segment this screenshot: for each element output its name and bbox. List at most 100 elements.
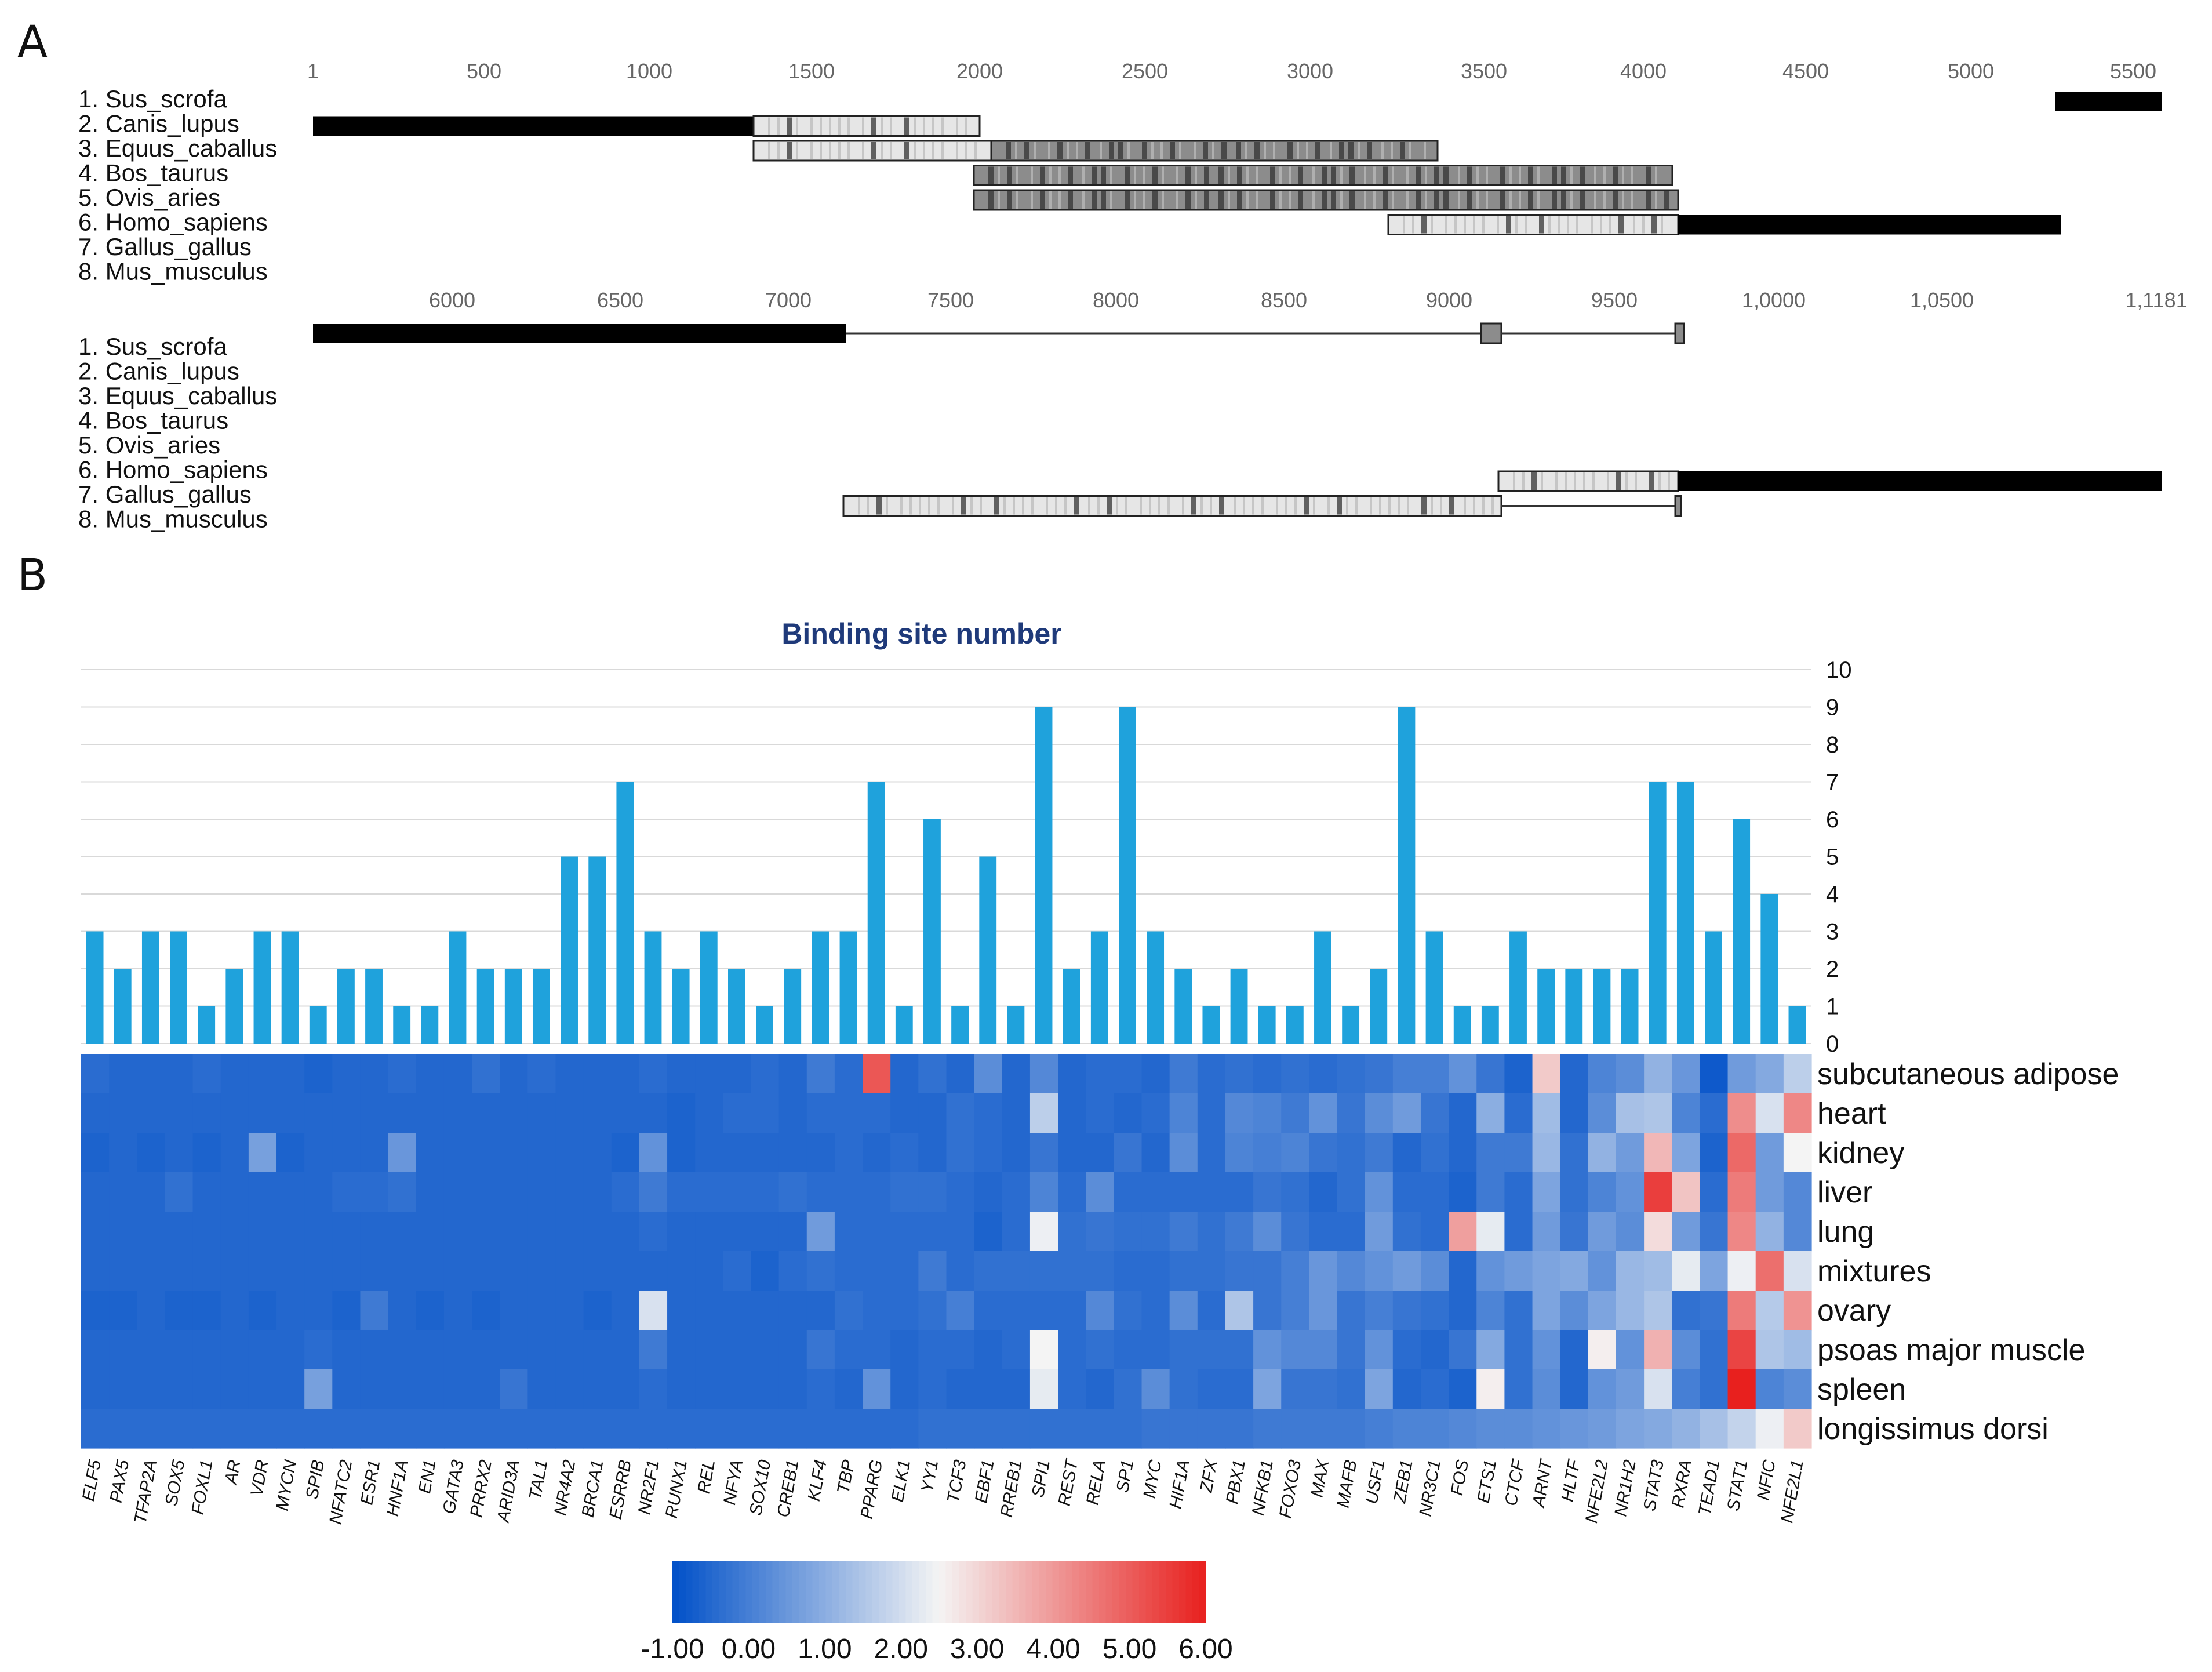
heatmap-cell [1253,1172,1282,1212]
alignment-stripe [1406,191,1409,209]
heatmap-cell [109,1409,137,1449]
alignment-stripe [862,117,864,135]
alignment-stripe [829,117,831,135]
heatmap-cell [1672,1054,1701,1094]
heatmap-cell [1616,1212,1645,1252]
gene-label: PBX1 [1223,1458,1249,1505]
gene-label: EN1 [415,1458,440,1495]
colorbar-tick-label: 3.00 [950,1634,1004,1664]
heatmap-cell [527,1409,556,1449]
bar-ESR1 [365,969,383,1044]
gene-label: RXRA [1668,1458,1696,1509]
heatmap-cell [1253,1409,1282,1449]
heatmap-cell [1309,1291,1338,1331]
heatmap-cell [276,1054,305,1094]
alignment-stripe [1633,216,1635,234]
alignment-stripe [1331,166,1336,184]
heatmap-cell [248,1172,277,1212]
heatmap-cell [723,1133,752,1173]
ruler-tick-label: 5000 [1948,59,1994,83]
heatmap-cell [555,1172,584,1212]
heatmap-cell [1476,1409,1505,1449]
alignment-stripe [928,497,930,515]
alignment-panel: 1 500 1000 1500 2000 2500 3000 3500 4000 4500 5000… [78,59,2188,533]
heatmap-cell [192,1251,221,1291]
heatmap-cell [360,1409,389,1449]
heatmap-cell [304,1212,333,1252]
heatmap-cell [416,1369,445,1409]
gene-label: RREB1 [997,1458,1026,1518]
heatmap-cell [1727,1409,1756,1449]
heatmap-cell [388,1093,417,1133]
heatmap-cell [667,1369,696,1409]
heatmap-cell [332,1369,361,1409]
alignment-stripe [1256,166,1258,184]
heatmap-cell [1281,1330,1309,1370]
heatmap-cell [1029,1330,1058,1370]
heatmap-cell [1700,1093,1729,1133]
alignment-stripe [1525,216,1527,234]
alignment-stripe [1110,166,1112,184]
alignment-stripe [980,497,982,515]
heatmap-cell [1755,1093,1784,1133]
heatmap-cell [863,1330,891,1370]
heatmap-cell [443,1212,472,1252]
heatmap-cell [1309,1054,1338,1094]
heatmap-cell [192,1093,221,1133]
alignment-stripe [1434,191,1439,209]
heatmap-cell [81,1133,110,1173]
heatmap-cell [527,1369,556,1409]
bar-NFE2L1 [1788,1006,1806,1044]
alignment-stripe [881,142,883,159]
alignment-stripe [1349,166,1355,184]
heatmap-cell [1420,1251,1449,1291]
aligned-block [1497,470,1679,492]
alignment-stripe [1340,191,1343,209]
heatmap-cell [1616,1093,1645,1133]
heatmap-cell [611,1409,640,1449]
heatmap-cell [695,1251,723,1291]
heatmap-cell [1225,1212,1254,1252]
alignment-stripe [1431,216,1433,234]
colorbar-tick-label: 6.00 [1178,1634,1232,1664]
heatmap-cell [723,1291,752,1331]
heatmap-cell [1783,1054,1812,1094]
alignment-stripe [974,142,977,159]
alignment-stripe [1007,191,1012,209]
alignment-stripe [1085,142,1090,159]
heatmap-cell [1560,1409,1589,1449]
heatmap-cell [1281,1133,1309,1173]
bar-ELF5 [86,931,104,1044]
heatmap-cell [1420,1172,1449,1212]
heatmap-cell [1392,1291,1421,1331]
heatmap-cell [1197,1369,1226,1409]
heatmap-cell [583,1291,612,1331]
heatmap-cell [388,1172,417,1212]
alignment-stripe [1082,166,1085,184]
bar-SP1 [1119,707,1136,1044]
gene-label: USF1 [1362,1458,1389,1505]
heatmap-cell [1309,1251,1338,1291]
alignment-stripe [1151,142,1154,159]
heatmap-cell [806,1291,835,1331]
heatmap-cell [1727,1369,1756,1409]
heatmap-cell [332,1409,361,1449]
alignment-stripe [1152,166,1158,184]
alignment-stripe [1140,497,1142,515]
alignment-stripe [1661,216,1663,234]
bar-KLF4 [812,931,829,1044]
gene-label: TBP [834,1458,858,1495]
heatmap-cell [192,1369,221,1409]
heatmap-cell [639,1369,668,1409]
heatmap-cell [276,1133,305,1173]
alignment-stripe [1541,472,1543,490]
gene-label: EBF1 [972,1458,998,1504]
colorbar-segment [772,1561,780,1623]
heatmap-cell [109,1251,137,1291]
alignment-stripe [787,117,792,135]
species-label: 7. Gallus_gallus [78,233,252,260]
heatmap-cell [834,1251,863,1291]
alignment-stripe [1074,497,1079,515]
heatmap-cell [1365,1251,1394,1291]
